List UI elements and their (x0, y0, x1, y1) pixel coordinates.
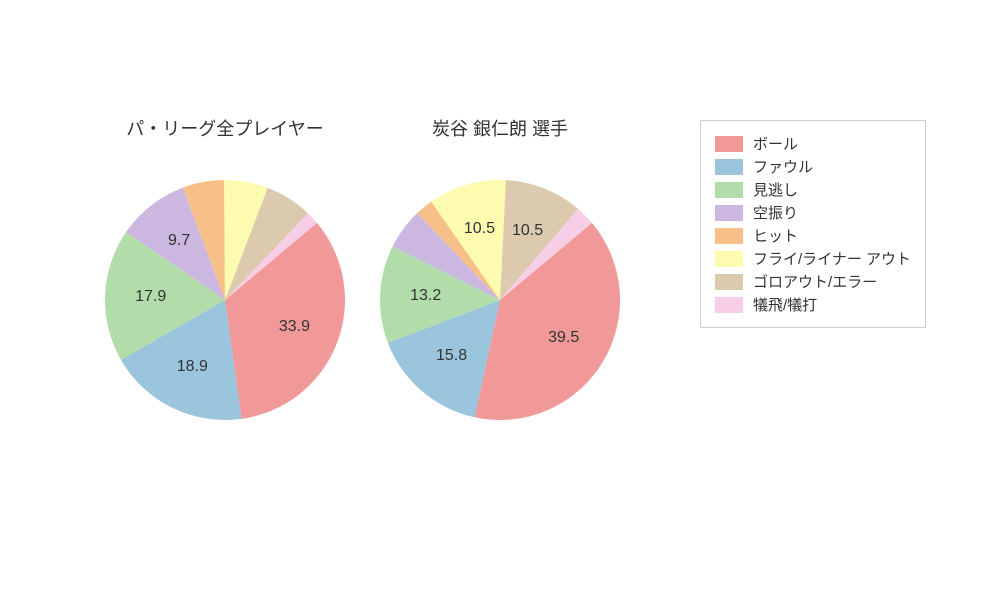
legend-item: ボール (715, 133, 911, 154)
pie-slice-label: 15.8 (436, 347, 467, 365)
legend-item: ファウル (715, 156, 911, 177)
pie-slice-label: 9.7 (168, 232, 190, 250)
pie-slice-label: 39.5 (548, 329, 579, 347)
legend-swatch (715, 297, 743, 313)
pie-slice-label: 10.5 (512, 222, 543, 240)
legend-swatch (715, 228, 743, 244)
pie-slice-label: 13.2 (410, 287, 441, 305)
pie-slice-label: 10.5 (464, 220, 495, 238)
legend-item: 見逃し (715, 179, 911, 200)
legend-label: ボール (753, 133, 798, 154)
legend-label: ゴロアウト/エラー (753, 271, 877, 292)
legend-item: 空振り (715, 202, 911, 223)
legend-label: ヒット (753, 225, 798, 246)
chart-title-right: 炭谷 銀仁朗 選手 (370, 115, 630, 141)
legend-label: 見逃し (753, 179, 798, 200)
legend-swatch (715, 136, 743, 152)
chart-container: パ・リーグ全プレイヤー 33.9 18.9 17.9 9.7 炭谷 銀仁朗 選手 39… (0, 0, 1000, 600)
pie-chart-left: 33.9 18.9 17.9 9.7 (105, 180, 345, 420)
pie-slice-label: 17.9 (135, 288, 166, 306)
pie-chart-right: 39.5 15.8 13.2 10.5 10.5 (380, 180, 620, 420)
legend-item: ゴロアウト/エラー (715, 271, 911, 292)
legend-label: 犠飛/犠打 (753, 294, 817, 315)
legend-swatch (715, 182, 743, 198)
pie-slice-label: 33.9 (279, 318, 310, 336)
legend-swatch (715, 251, 743, 267)
legend-item: フライ/ライナー アウト (715, 248, 911, 269)
legend-swatch (715, 159, 743, 175)
chart-title-left: パ・リーグ全プレイヤー (95, 115, 355, 141)
legend-item: ヒット (715, 225, 911, 246)
legend: ボールファウル見逃し空振りヒットフライ/ライナー アウトゴロアウト/エラー犠飛/… (700, 120, 926, 328)
legend-swatch (715, 274, 743, 290)
pie-slice-label: 18.9 (177, 358, 208, 376)
legend-label: フライ/ライナー アウト (753, 248, 911, 269)
legend-item: 犠飛/犠打 (715, 294, 911, 315)
legend-label: ファウル (753, 156, 813, 177)
legend-label: 空振り (753, 202, 798, 223)
legend-swatch (715, 205, 743, 221)
